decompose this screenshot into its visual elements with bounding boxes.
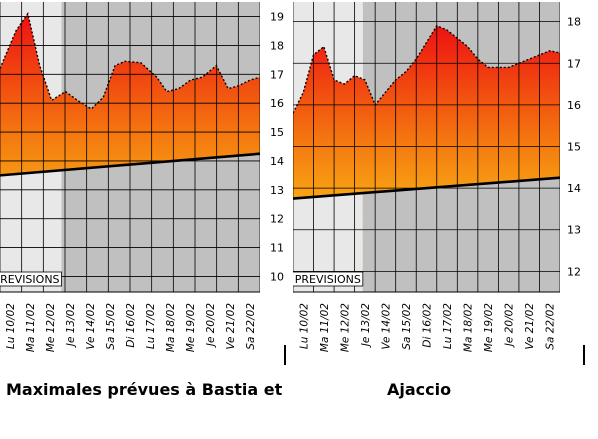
bastia-xtick-12: Sa 22/02 [245, 303, 257, 350]
bastia-forecast-label: PREVISIONS [0, 273, 60, 286]
bastia-ytick-17: 17 [270, 68, 284, 81]
bastia-xtick-6: Di 16/02 [125, 303, 137, 348]
caption-bastia: Maximales prévues à Bastia et [6, 380, 283, 399]
ajaccio-ytick-15: 15 [567, 141, 581, 154]
ajaccio-below-normal-past [293, 193, 363, 292]
bastia-ytick-16: 16 [270, 97, 284, 110]
bastia-xtick-7: Lu 17/02 [145, 303, 157, 349]
bastia-ytick-10: 10 [270, 270, 284, 283]
caption-ajaccio: Ajaccio [387, 380, 452, 399]
bastia-xtick-0: Lu 10/02 [5, 303, 17, 349]
bastia-normal-line [0, 152, 260, 177]
bastia-ytick-14: 14 [270, 155, 284, 168]
ajaccio-forecast-label: PREVISIONS [295, 273, 361, 286]
ajaccio-xtick-2: Me 12/02 [339, 303, 351, 352]
bastia-ytick-12: 12 [270, 213, 284, 226]
ajaccio-xtick-3: Je 13/02 [360, 303, 372, 348]
ajaccio-xtick-10: Je 20/02 [504, 303, 516, 348]
bastia-xtick-11: Ve 21/02 [225, 303, 237, 350]
bastia-max-temp-line [0, 11, 260, 110]
ajaccio-xtick-11: Ve 21/02 [524, 303, 536, 350]
bastia-ytick-18: 18 [270, 39, 284, 52]
bastia-xtick-5: Sa 15/02 [105, 303, 117, 350]
ajaccio-xtick-12: Sa 22/02 [545, 303, 557, 350]
bastia-xtick-2: Me 12/02 [45, 303, 57, 352]
bastia-xtick-4: Ve 14/02 [85, 303, 97, 350]
bastia-forecast-label-box [0, 271, 62, 287]
ajaccio-ytick-13: 13 [567, 224, 581, 237]
bastia-xtick-1: Ma 11/02 [25, 303, 37, 352]
ajaccio-chart: PREVISIONS [293, 2, 560, 292]
bastia-below-normal-forecast [61, 153, 260, 292]
bastia-xtick-10: Je 20/02 [205, 303, 217, 348]
bastia-xtick-9: Me 19/02 [185, 303, 197, 352]
ajaccio-xtick-1: Ma 11/02 [319, 303, 331, 352]
bastia-ytick-19: 19 [270, 11, 284, 24]
bastia-xtick-3: Je 13/02 [65, 303, 77, 348]
ajaccio-y-axis: 12 13 14 15 16 17 18 [567, 16, 581, 279]
ajaccio-ytick-16: 16 [567, 99, 581, 112]
ajaccio-ytick-14: 14 [567, 182, 581, 195]
ajaccio-xtick-8: Ma 18/02 [463, 303, 475, 352]
ajaccio-below-normal-forecast [362, 177, 560, 292]
ajaccio-ytick-17: 17 [567, 57, 581, 70]
ajaccio-xtick-0: Lu 10/02 [298, 303, 310, 349]
bastia-xtick-8: Ma 18/02 [165, 303, 177, 352]
bastia-y-axis: 10 11 12 13 14 15 16 17 18 19 [270, 11, 284, 284]
bastia-chart: PREVISIONS [0, 2, 260, 292]
ajaccio-max-temp-line [293, 24, 560, 114]
bastia-below-normal-past [0, 170, 62, 292]
ajaccio-xtick-7: Lu 17/02 [442, 303, 454, 349]
ajaccio-ytick-12: 12 [567, 265, 581, 278]
ajaccio-xtick-5: Sa 15/02 [401, 303, 413, 350]
bastia-ytick-13: 13 [270, 184, 284, 197]
ajaccio-xtick-4: Ve 14/02 [380, 303, 392, 350]
ajaccio-xtick-9: Me 19/02 [483, 303, 495, 352]
ajaccio-ytick-18: 18 [567, 16, 581, 29]
bastia-x-axis: Lu 10/02 Ma 11/02 Me 12/02 Je 13/02 Ve 14/02… [0, 291, 260, 352]
ajaccio-x-axis: Lu 10/02 Ma 11/02 Me 12/02 Je 13/02 Ve 14/02… [293, 291, 560, 352]
ajaccio-forecast-label-box [293, 271, 364, 287]
bastia-ytick-11: 11 [270, 242, 284, 255]
bastia-ytick-15: 15 [270, 126, 284, 139]
ajaccio-xtick-6: Di 16/02 [422, 303, 434, 348]
ajaccio-normal-line [293, 176, 560, 200]
